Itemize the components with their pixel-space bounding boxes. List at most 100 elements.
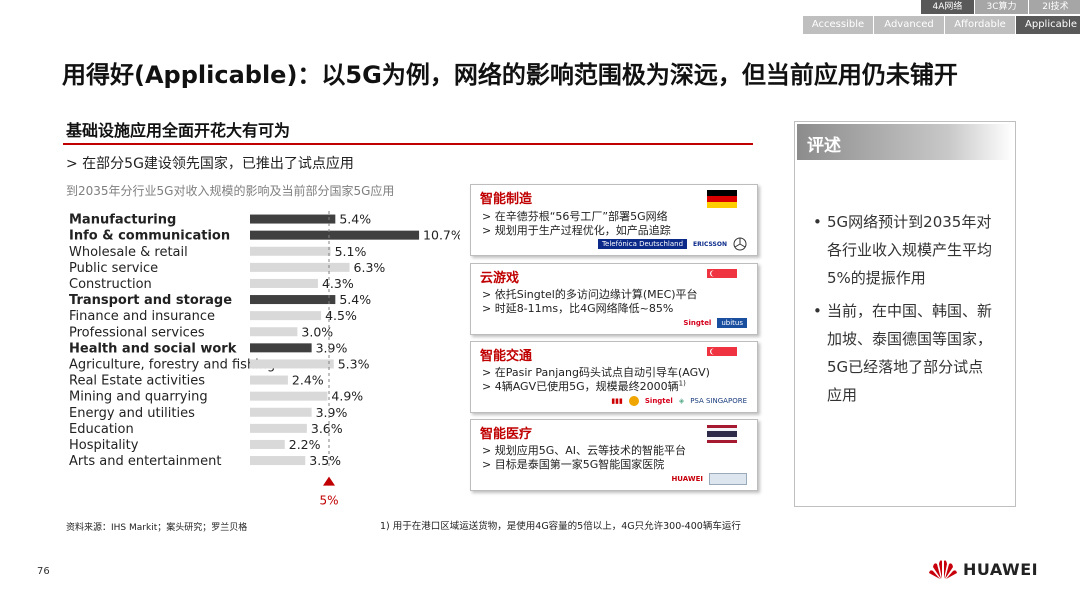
bullet-dot-icon: • bbox=[813, 213, 822, 231]
category-label: Public service bbox=[69, 261, 158, 276]
partner-logos: Telefónica Deutschland ERICSSON bbox=[561, 237, 747, 251]
category-label: Energy and utilities bbox=[69, 406, 195, 421]
partner-logos: ▮▮▮ Singtel ◈ PSA SINGAPORE bbox=[561, 394, 747, 408]
bar bbox=[250, 439, 285, 449]
review-item: • 5G网络预计到2035年对各行业收入规模产生平均5%的提振作用 bbox=[813, 208, 998, 292]
section-title: 基础设施应用全面开花大有可为 bbox=[66, 121, 291, 140]
partner-logo-icon: ◈ bbox=[678, 397, 685, 405]
case-card-smart-healthcare: 智能医疗 > 规划应用5G、AI、云等技术的智能平台 > 目标是泰国第一家5G智… bbox=[470, 419, 758, 491]
value-label: 6.3% bbox=[354, 260, 386, 275]
partner-logos: HUAWEI bbox=[561, 472, 747, 486]
category-label: Health and social work bbox=[69, 341, 237, 356]
partner-logos: Singtel ubitus bbox=[561, 316, 747, 330]
card-title: 智能制造 bbox=[480, 192, 533, 207]
category-label: Education bbox=[69, 422, 134, 437]
value-label: 2.2% bbox=[289, 437, 321, 452]
value-label: 3.9% bbox=[316, 340, 348, 355]
category-label: Hospitality bbox=[69, 438, 139, 453]
nav-tab-2i[interactable]: 2I技术 bbox=[1028, 0, 1080, 14]
bar bbox=[250, 391, 328, 401]
card-bullet: > 规划应用5G、AI、云等技术的智能平台 bbox=[482, 444, 687, 457]
value-label: 5.3% bbox=[338, 356, 370, 371]
footnote-marker: 1) bbox=[678, 379, 686, 388]
category-label: Wholesale & retail bbox=[69, 245, 188, 260]
bar bbox=[250, 359, 334, 369]
case-card-manufacturing: 智能制造 > 在辛德芬根“56号工厂”部署5G网络 > 规划用于生产过程优化，如… bbox=[470, 184, 758, 256]
germany-flag-icon bbox=[707, 190, 737, 208]
value-label: 2.4% bbox=[292, 373, 324, 388]
review-panel: 评述 • 5G网络预计到2035年对各行业收入规模产生平均5%的提振作用 • 当… bbox=[794, 121, 1016, 507]
nav-tab-3c[interactable]: 3C算力 bbox=[974, 0, 1028, 14]
category-label: Real Estate activities bbox=[69, 374, 205, 389]
category-label: Professional services bbox=[69, 325, 205, 340]
review-item-text: 5G网络预计到2035年对各行业收入规模产生平均5%的提振作用 bbox=[827, 213, 993, 287]
reference-label: 5% bbox=[319, 494, 338, 508]
bar bbox=[250, 262, 350, 272]
huawei-brand: HUAWEI bbox=[928, 558, 1038, 580]
review-item-text: 当前，在中国、韩国、新加坡、泰国德国等国家，5G已经落地了部分试点应用 bbox=[827, 302, 993, 404]
value-label: 3.0% bbox=[301, 324, 333, 339]
card-title: 智能医疗 bbox=[480, 427, 533, 442]
review-header: 评述 bbox=[797, 124, 1013, 160]
singtel-logo: Singtel bbox=[644, 397, 673, 405]
bar bbox=[250, 278, 318, 288]
card-bullet: > 目标是泰国第一家5G智能国家医院 bbox=[482, 458, 665, 471]
subnav-advanced[interactable]: Advanced bbox=[873, 16, 944, 34]
bar bbox=[250, 327, 298, 337]
card-bullet: > 规划用于生产过程优化，如产品追踪 bbox=[482, 224, 671, 237]
card-bullet: > 在辛德芬根“56号工厂”部署5G网络 bbox=[482, 210, 668, 223]
top-nav: 4A网络 3C算力 2I技术 bbox=[920, 0, 1080, 14]
partner-logo-icon: ▮▮▮ bbox=[611, 397, 623, 405]
mercedes-logo-icon bbox=[733, 237, 747, 251]
revenue-impact-chart: Manufacturing 5.4% Info & communication 10.… bbox=[69, 211, 460, 508]
psa-logo: PSA SINGAPORE bbox=[690, 397, 747, 405]
ericsson-logo: ERICSSON bbox=[693, 240, 727, 248]
intro-bullet: > 在部分5G建设领先国家，已推出了试点应用 bbox=[66, 156, 354, 172]
bar bbox=[250, 246, 331, 256]
card-bullet: > 4辆AGV已使用5G，规模最终2000辆1) bbox=[482, 378, 686, 394]
bar bbox=[250, 407, 312, 417]
bar bbox=[250, 375, 288, 385]
category-label: Info & communication bbox=[69, 229, 230, 244]
review-title: 评述 bbox=[807, 136, 841, 156]
nav-tab-4a[interactable]: 4A网络 bbox=[920, 0, 974, 14]
page-number: 76 bbox=[37, 566, 50, 577]
value-label: 4.9% bbox=[331, 389, 363, 404]
case-card-smart-transport: 智能交通 > 在Pasir Panjang码头试点自动引导车(AGV) > 4辆… bbox=[470, 341, 758, 413]
bar bbox=[250, 423, 307, 433]
bar bbox=[250, 295, 336, 305]
category-label: Mining and quarrying bbox=[69, 390, 208, 405]
value-label: 10.7% bbox=[423, 228, 460, 243]
reference-marker-icon bbox=[323, 476, 335, 486]
value-label: 5.4% bbox=[339, 212, 371, 227]
singtel-logo: Singtel bbox=[683, 319, 712, 327]
subnav-applicable[interactable]: Applicable bbox=[1015, 16, 1080, 34]
subnav-affordable[interactable]: Affordable bbox=[944, 16, 1015, 34]
value-label: 3.6% bbox=[311, 421, 343, 436]
value-label: 5.1% bbox=[335, 244, 367, 259]
case-card-cloud-gaming: 云游戏 > 依托Singtel的多访问边缘计算(MEC)平台 > 时延8-11m… bbox=[470, 263, 758, 335]
category-label: Arts and entertainment bbox=[69, 454, 221, 469]
card-bullet: > 在Pasir Panjang码头试点自动引导车(AGV) bbox=[482, 366, 710, 379]
category-label: Agriculture, forestry and fishing bbox=[69, 357, 275, 372]
value-label: 5.4% bbox=[339, 292, 371, 307]
card-title: 智能交通 bbox=[480, 349, 533, 364]
card-bullet-text: > 4辆AGV已使用5G，规模最终2000辆 bbox=[482, 380, 679, 393]
chart-caption: 到2035年分行业5G对收入规模的影响及当前部分国家5G应用 bbox=[66, 184, 395, 198]
card-bullet: > 时延8-11ms，比4G网络降低~85% bbox=[482, 302, 674, 315]
singapore-flag-icon bbox=[707, 347, 737, 365]
partner-logo-icon bbox=[628, 396, 639, 406]
category-label: Manufacturing bbox=[69, 213, 176, 228]
category-label: Transport and storage bbox=[69, 293, 232, 308]
huawei-logo: HUAWEI bbox=[671, 475, 703, 483]
value-label: 3.9% bbox=[316, 405, 348, 420]
bar bbox=[250, 456, 306, 466]
page-title: 用得好(Applicable)：以5G为例，网络的影响范围极为深远，但当前应用仍… bbox=[62, 61, 958, 89]
subnav-accessible[interactable]: Accessible bbox=[802, 16, 873, 34]
category-label: Construction bbox=[69, 277, 152, 292]
section-divider bbox=[63, 143, 753, 145]
bar bbox=[250, 230, 420, 240]
value-label: 4.3% bbox=[322, 276, 354, 291]
brand-name: HUAWEI bbox=[963, 559, 1039, 579]
source-note: 资料来源：IHS Markit；案头研究；罗兰贝格 bbox=[66, 523, 248, 533]
